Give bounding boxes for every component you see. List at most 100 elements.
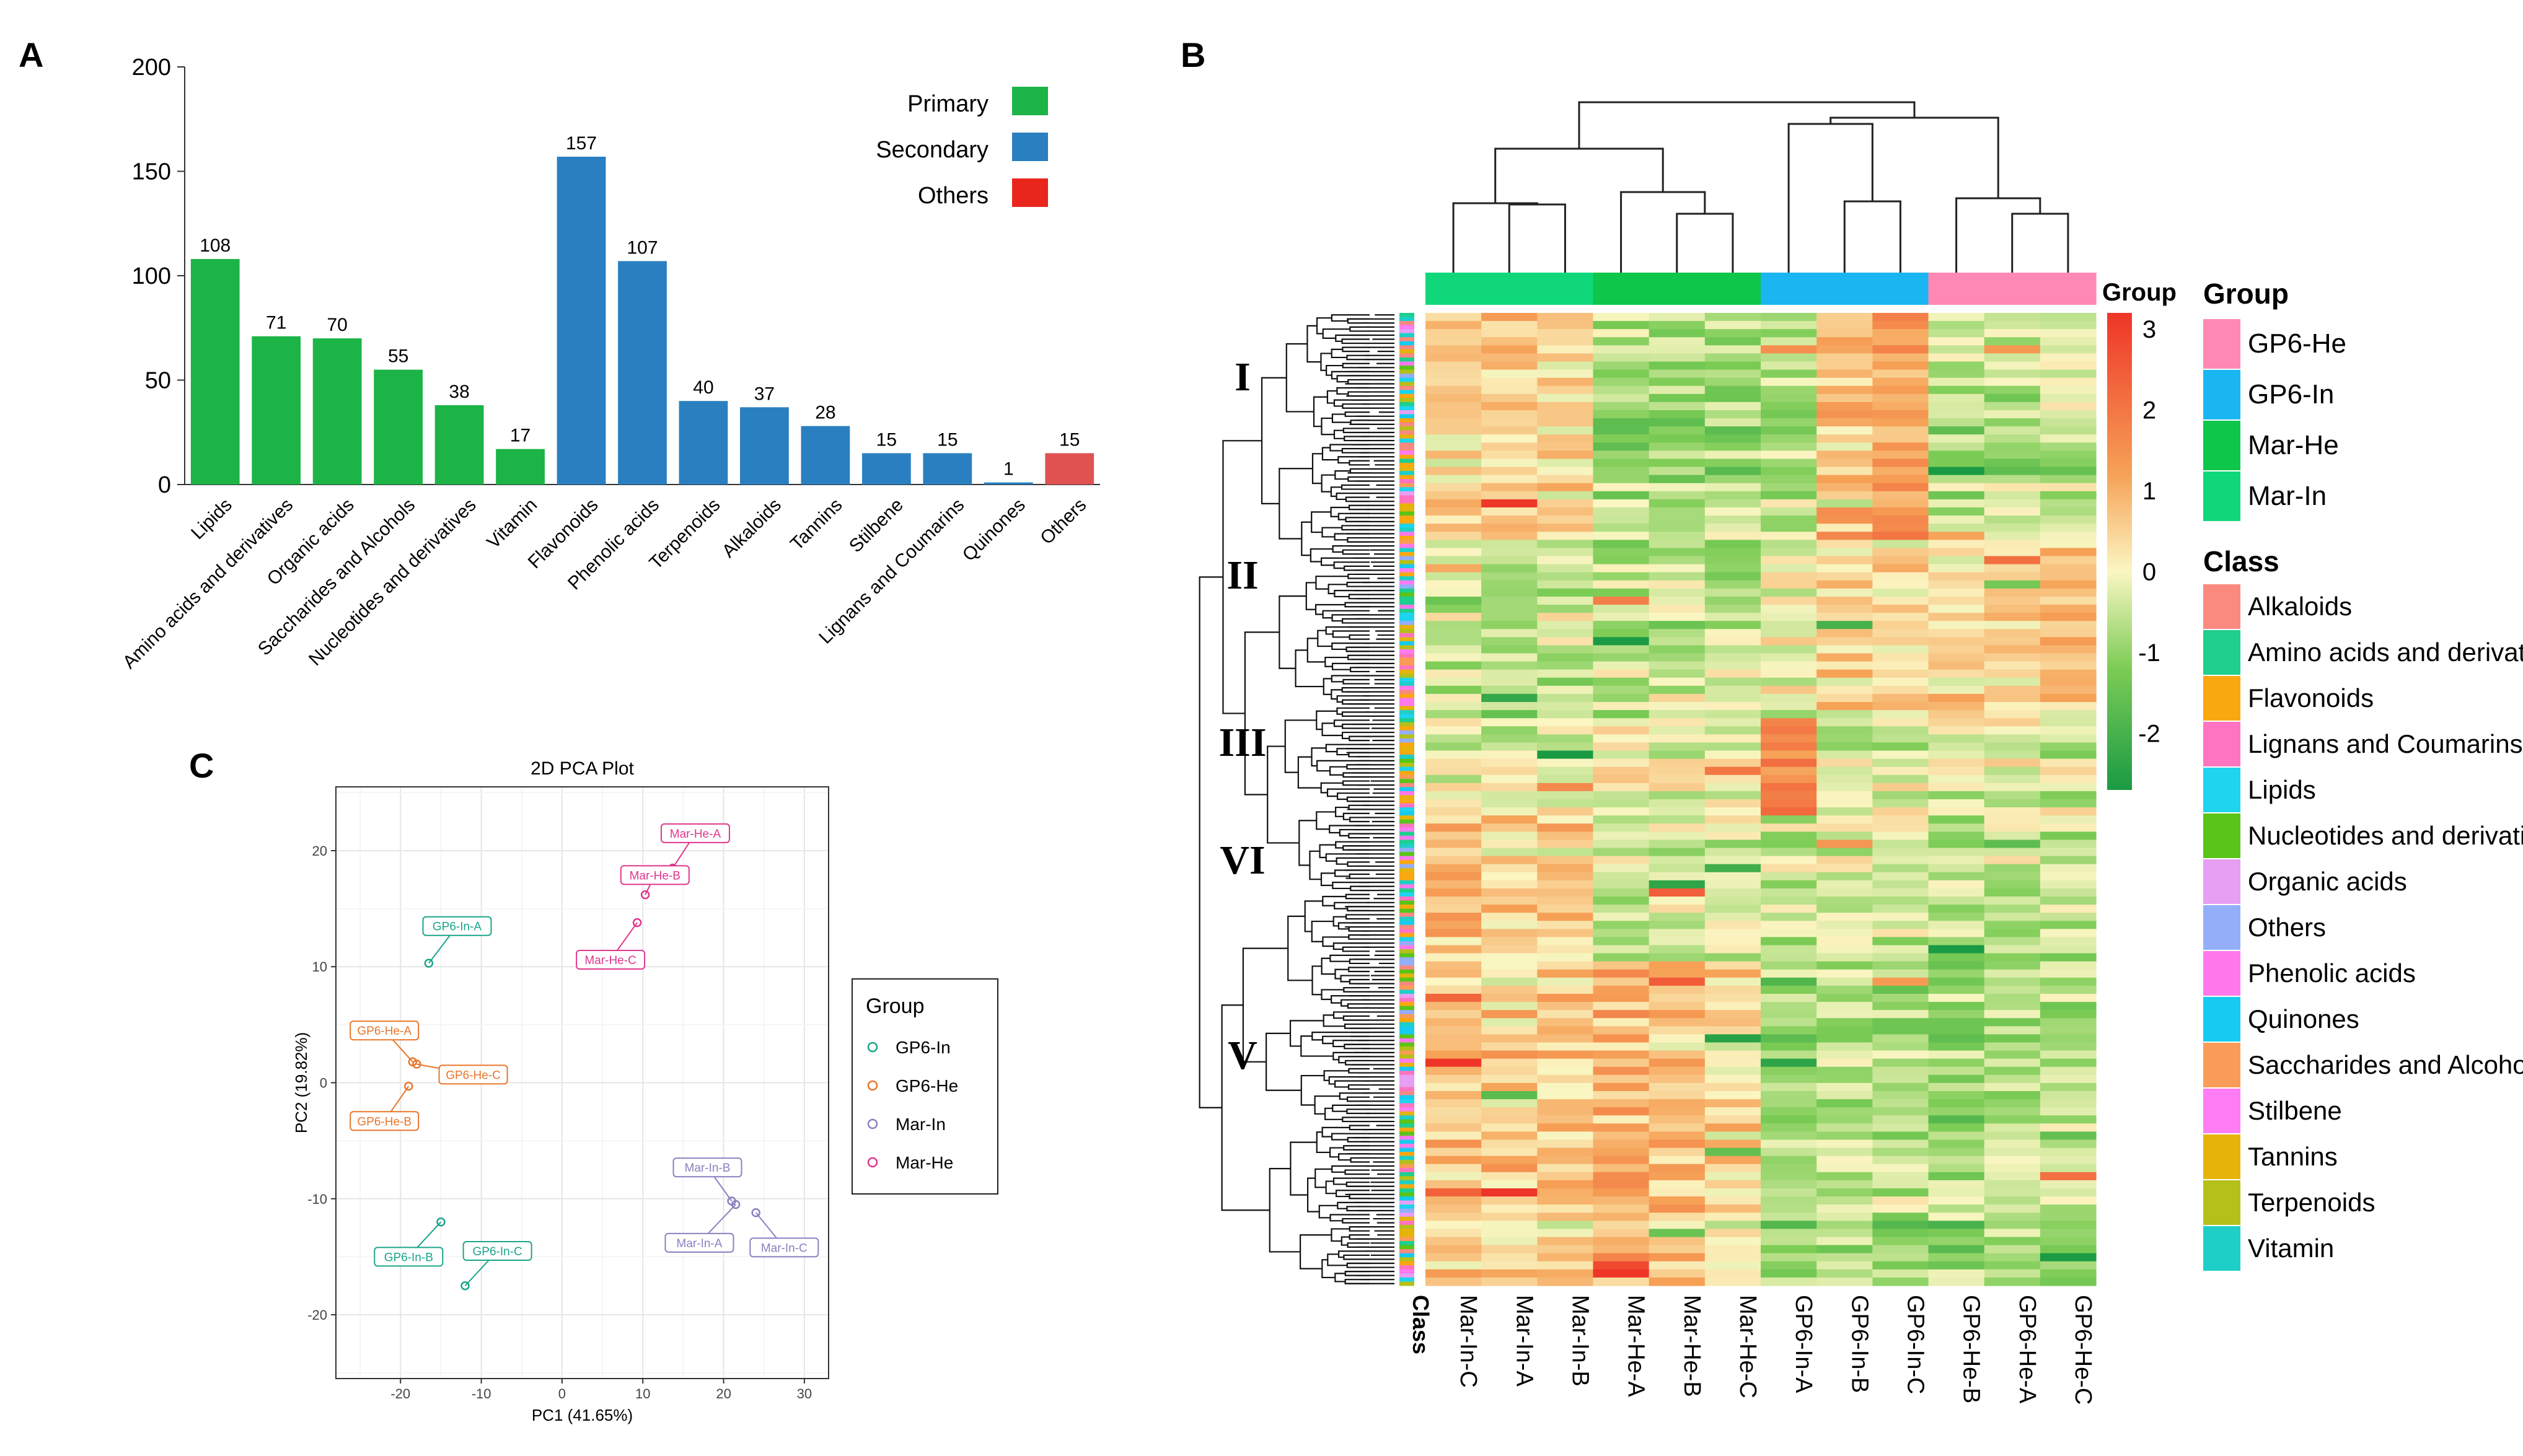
heatmap-cell: [1928, 1091, 1985, 1100]
heatmap-cell: [2040, 945, 2097, 954]
heatmap-cell: [1704, 905, 1761, 913]
heatmap-cell: [1928, 596, 1985, 605]
heatmap-cell: [1761, 1107, 1817, 1116]
heatmap-cell: [1425, 1107, 1482, 1116]
heatmap-cell: [1537, 710, 1594, 719]
heatmap-cell: [1425, 345, 1482, 354]
class-annotation-cell: [1399, 479, 1414, 484]
heatmap-cell: [1593, 475, 1650, 484]
heatmap-cell: [1872, 361, 1929, 371]
class-annotation-cell: [1399, 1103, 1414, 1108]
row-dendrogram-branch: [1349, 1234, 1370, 1240]
heatmap-cell: [1816, 799, 1873, 808]
heatmap-cell: [1761, 540, 1817, 549]
row-dendrogram-branch: [1340, 975, 1350, 983]
heatmap-cell: [1928, 540, 1985, 549]
heatmap-cell: [1984, 613, 2041, 621]
heatmap-cell: [1928, 629, 1985, 638]
row-dendrogram-branch: [1331, 1165, 1351, 1173]
heatmap-cell: [1481, 637, 1538, 646]
heatmap-cell: [1761, 1010, 1817, 1019]
row-dendrogram-branch: [1335, 806, 1349, 817]
heatmap-cell: [1872, 353, 1929, 362]
bar-value-label: 157: [566, 133, 597, 154]
heatmap-cell: [1425, 605, 1482, 613]
heatmap-cell: [1761, 450, 1817, 460]
heatmap-cell: [1872, 693, 1929, 703]
heatmap-cell: [1593, 929, 1650, 938]
heatmap-cell: [2040, 1139, 2097, 1149]
row-dendrogram-branch: [1346, 1108, 1370, 1115]
heatmap-cell: [2040, 921, 2097, 929]
category-label: Quinones: [959, 494, 1029, 565]
class-annotation-cell: [1399, 637, 1414, 642]
class-annotation-cell: [1399, 1030, 1414, 1035]
heatmap-cell: [1984, 1018, 2041, 1027]
heatmap-cell: [1593, 937, 1650, 946]
heatmap-cell: [1761, 888, 1817, 897]
heatmap-cell: [1593, 718, 1650, 727]
heatmap-cell: [1761, 1139, 1817, 1149]
class-annotation-cell: [1399, 337, 1414, 342]
heatmap-cell: [1425, 693, 1482, 703]
heatmap-cell: [1649, 1164, 1706, 1173]
row-dendrogram-branch: [1342, 723, 1370, 729]
heatmap-cell: [2040, 677, 2097, 686]
heatmap-cell: [1481, 313, 1538, 322]
heatmap-cell: [1872, 1188, 1929, 1197]
heatmap-cell: [1872, 1131, 1929, 1141]
heatmap-cell: [1481, 426, 1538, 435]
heatmap-cell: [1425, 880, 1482, 889]
heatmap-cell: [1649, 442, 1706, 452]
heatmap-cell: [1816, 1131, 1873, 1141]
heatmap-cell: [1704, 426, 1761, 435]
heatmap-cell: [1928, 645, 1985, 654]
legend-label: Primary: [907, 91, 989, 117]
heatmap-cell: [1704, 677, 1761, 686]
heatmap-cell: [2040, 1188, 2097, 1197]
heatmap-cell: [2040, 734, 2097, 743]
heatmap-cell: [1761, 702, 1817, 711]
heatmap-cell: [1593, 1074, 1650, 1084]
bar: [252, 336, 301, 485]
class-annotation-cell: [1399, 1010, 1414, 1015]
heatmap-cell: [1872, 953, 1929, 962]
heatmap-cell: [1537, 872, 1594, 881]
heatmap-cell: [1425, 1229, 1482, 1238]
heatmap-cell: [1928, 1131, 1985, 1141]
heatmap-cell: [2040, 848, 2097, 857]
row-dendrogram-branch: [1298, 820, 1317, 866]
row-dendrogram-branch: [1345, 914, 1370, 920]
class-annotation-cell: [1399, 835, 1414, 840]
heatmap-cell: [1984, 588, 2041, 597]
bar: [312, 338, 362, 485]
heatmap-cell: [2040, 774, 2097, 784]
heatmap-cell: [1425, 1221, 1482, 1230]
heatmap-cell: [1816, 880, 1873, 889]
class-annotation-cell: [1399, 682, 1414, 686]
heatmap-cell: [1425, 1115, 1482, 1124]
heatmap-cell: [1872, 1042, 1929, 1051]
heatmap-cell: [1481, 361, 1538, 371]
heatmap-cell: [1537, 1237, 1594, 1246]
heatmap-cell: [1872, 945, 1929, 954]
heatmap-cell: [1425, 669, 1482, 678]
heatmap-cell: [1649, 710, 1706, 719]
heatmap-cell: [1872, 458, 1929, 468]
heatmap-cell: [1537, 1277, 1594, 1286]
heatmap-cell: [1481, 605, 1538, 613]
heatmap-cell: [1761, 1034, 1817, 1043]
point-label-box: [672, 1157, 742, 1178]
heatmap-cell: [1928, 475, 1985, 484]
class-annotation-cell: [1399, 325, 1414, 330]
heatmap-cell: [2040, 718, 2097, 727]
heatmap-cell: [1537, 418, 1594, 427]
row-dendrogram-branch: [1326, 390, 1337, 404]
heatmap-cell: [2040, 1002, 2097, 1011]
heatmap-cell: [1872, 393, 1929, 403]
heatmap-cell: [1537, 475, 1594, 484]
heatmap-cell: [1704, 1123, 1761, 1133]
class-annotation-cell: [1399, 913, 1414, 918]
heatmap-cell: [1425, 629, 1482, 638]
class-annotation-cell: [1399, 576, 1414, 581]
